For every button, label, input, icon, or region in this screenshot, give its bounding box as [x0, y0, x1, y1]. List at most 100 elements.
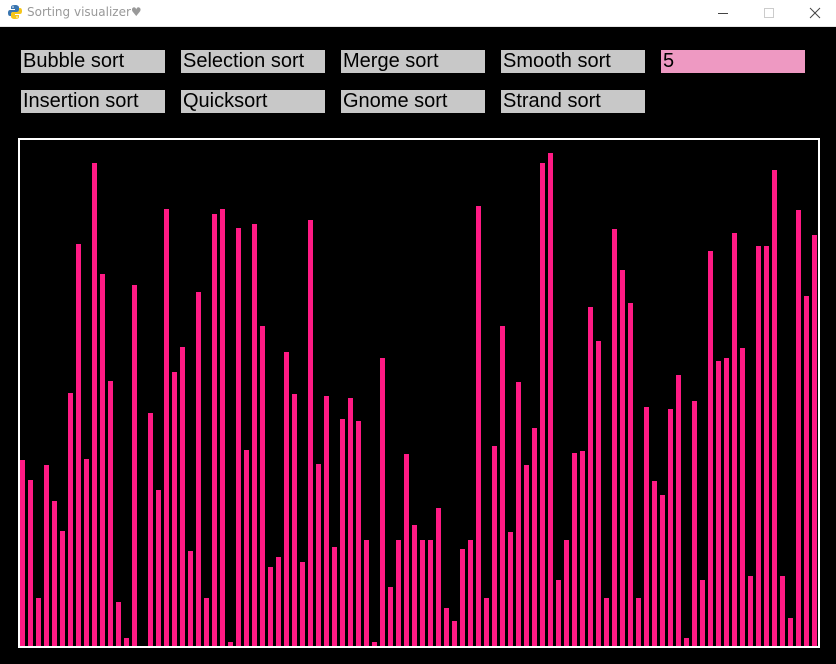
close-button[interactable]	[792, 0, 836, 26]
bar	[740, 348, 745, 646]
bar	[468, 540, 473, 646]
bar	[204, 598, 209, 646]
bar	[788, 618, 793, 646]
strand-sort-button[interactable]: Strand sort	[501, 90, 645, 113]
gnome-sort-button[interactable]: Gnome sort	[341, 90, 485, 113]
insertion-sort-button[interactable]: Insertion sort	[21, 90, 165, 113]
bar	[340, 419, 345, 646]
bar	[756, 246, 761, 646]
maximize-icon	[764, 8, 774, 18]
bar	[276, 557, 281, 646]
bar	[220, 209, 225, 646]
bubble-sort-button[interactable]: Bubble sort	[21, 50, 165, 73]
bar	[548, 153, 553, 646]
bar	[404, 454, 409, 646]
bar	[452, 621, 457, 646]
bar	[388, 587, 393, 646]
bar	[252, 224, 257, 646]
bar	[28, 480, 33, 646]
bar	[84, 459, 89, 646]
bar	[188, 551, 193, 646]
bar	[628, 303, 633, 646]
bar	[380, 358, 385, 646]
bar	[508, 532, 513, 646]
bar	[460, 549, 465, 646]
bar	[428, 540, 433, 646]
bar	[412, 525, 417, 646]
bar	[396, 540, 401, 646]
bar	[292, 394, 297, 646]
bar	[532, 428, 537, 646]
bar	[804, 296, 809, 646]
bar	[540, 163, 545, 646]
bar	[716, 361, 721, 646]
bar	[436, 508, 441, 646]
bar	[724, 358, 729, 646]
bar	[116, 602, 121, 646]
bar	[100, 274, 105, 646]
bar	[148, 413, 153, 646]
bar	[268, 567, 273, 646]
title-bar: Sorting visualizer♥	[0, 0, 836, 27]
bar	[612, 229, 617, 646]
bar	[92, 163, 97, 646]
quicksort-button[interactable]: Quicksort	[181, 90, 325, 113]
bar	[444, 608, 449, 646]
bar	[620, 270, 625, 646]
bar	[748, 576, 753, 646]
bar	[236, 228, 241, 646]
bar	[52, 501, 57, 646]
bar	[36, 598, 41, 646]
bar	[20, 460, 25, 646]
speed-input[interactable]: 5	[661, 50, 805, 73]
bar	[244, 450, 249, 646]
bar	[356, 421, 361, 646]
bar	[772, 170, 777, 646]
bar	[492, 446, 497, 646]
bar	[596, 341, 601, 646]
bar	[692, 401, 697, 646]
bar	[636, 598, 641, 646]
bar	[212, 214, 217, 646]
bar	[660, 495, 665, 646]
bar	[484, 598, 489, 646]
bar	[516, 382, 521, 646]
bar	[524, 465, 529, 646]
bar	[180, 347, 185, 646]
bar	[164, 209, 169, 646]
bar	[644, 407, 649, 646]
selection-sort-button[interactable]: Selection sort	[181, 50, 325, 73]
bar	[708, 251, 713, 646]
close-icon	[809, 7, 821, 19]
bar	[588, 307, 593, 646]
bar	[348, 398, 353, 646]
python-icon	[8, 5, 22, 19]
bar	[372, 642, 377, 646]
bar	[260, 326, 265, 646]
bar	[172, 372, 177, 646]
bar	[156, 490, 161, 646]
bar	[196, 292, 201, 646]
minimize-icon	[718, 13, 728, 14]
bar	[68, 393, 73, 646]
minimize-button[interactable]	[700, 0, 746, 26]
bar	[364, 540, 369, 646]
bar	[676, 375, 681, 646]
bar-display-area	[18, 138, 820, 648]
bar	[124, 638, 129, 646]
bar	[764, 246, 769, 646]
bar	[132, 285, 137, 646]
bar	[812, 235, 817, 646]
merge-sort-button[interactable]: Merge sort	[341, 50, 485, 73]
bar	[556, 580, 561, 646]
bar	[684, 638, 689, 646]
bar	[44, 465, 49, 646]
bar	[564, 540, 569, 646]
bar	[700, 580, 705, 646]
bars-canvas	[20, 153, 817, 646]
bar	[732, 233, 737, 646]
bar	[228, 642, 233, 646]
maximize-button[interactable]	[746, 0, 792, 26]
bar	[108, 381, 113, 646]
smooth-sort-button[interactable]: Smooth sort	[501, 50, 645, 73]
